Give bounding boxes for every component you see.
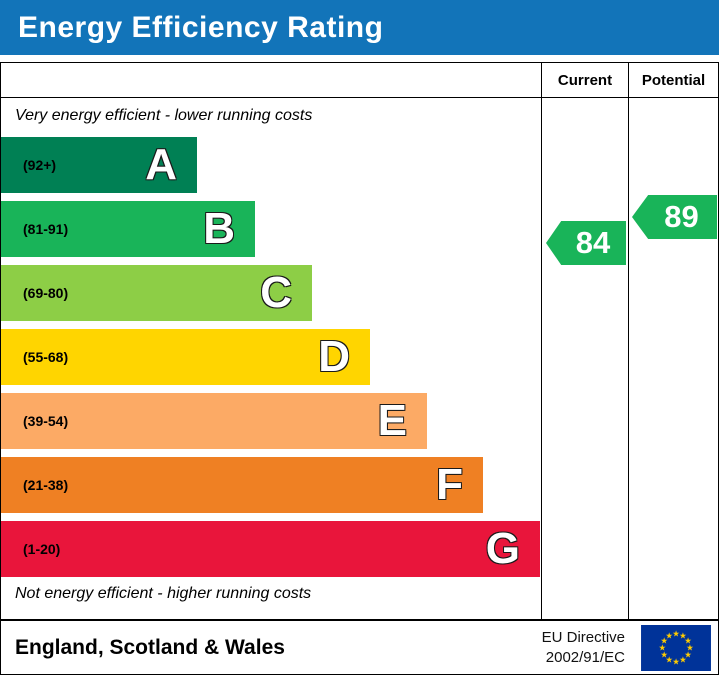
svg-text:★: ★ (658, 643, 665, 652)
eu-directive-label: EU Directive 2002/91/EC (542, 628, 625, 667)
band-letter: D (318, 332, 350, 381)
potential-column-header: Potential (641, 72, 706, 89)
table-header (1, 63, 718, 98)
band-range-label: (39-54) (23, 413, 69, 429)
band-letter: C (260, 268, 292, 317)
rating-bands: (92+) A (81-91) B (69-80) C (55-68) D (3… (1, 137, 540, 585)
band-letter: B (203, 204, 235, 253)
footer-right: EU Directive 2002/91/EC ★ ★ ★ ★ ★ ★ ★ ★ ★ ★ ★ ★ (542, 624, 718, 671)
eu-directive-line2: 2002/91/EC (545, 648, 625, 666)
svg-text:★: ★ (679, 655, 686, 664)
region-label: England, Scotland & Wales (15, 635, 285, 659)
band-range-label: (55-68) (23, 349, 69, 365)
bottom-note: Not energy efficient - higher running co… (15, 585, 312, 602)
band-range-label: (1-20) (23, 541, 61, 557)
svg-text:★: ★ (672, 629, 679, 638)
potential-rating-value: 89 (664, 199, 699, 234)
eu-flag-icon: ★ ★ ★ ★ ★ ★ ★ ★ ★ ★ ★ ★ (639, 624, 713, 671)
current-rating-arrow: 84 (546, 221, 626, 265)
svg-text:★: ★ (672, 657, 679, 666)
svg-text:★: ★ (660, 636, 667, 645)
banner: Energy Efficiency Rating (0, 0, 719, 55)
svg-text:★: ★ (665, 631, 672, 640)
band-bar: (1-20) G (1, 521, 540, 577)
band-bar: (21-38) F (1, 457, 483, 513)
band-letter: G (485, 524, 520, 573)
svg-text:★: ★ (679, 631, 686, 640)
svg-text:★: ★ (686, 643, 693, 652)
page-title: Energy Efficiency Rating (18, 10, 384, 44)
potential-rating-arrow: 89 (632, 195, 717, 239)
svg-text:★: ★ (660, 650, 667, 659)
band-range-label: (92+) (23, 157, 57, 173)
current-rating-value: 84 (575, 225, 611, 260)
current-column-divider (541, 63, 542, 619)
band-bar: (55-68) D (1, 329, 370, 385)
band-bar: (81-91) B (1, 201, 255, 257)
current-column-header: Current (557, 72, 613, 89)
band-letter: E (377, 396, 407, 445)
svg-text:★: ★ (684, 636, 691, 645)
band-bar: (69-80) C (1, 265, 312, 321)
band-bar: (92+) A (1, 137, 197, 193)
svg-text:★: ★ (665, 655, 672, 664)
band-letter: F (436, 460, 463, 509)
band-bar: (39-54) E (1, 393, 427, 449)
rating-chart: Current Potential Very energy efficient … (0, 62, 719, 620)
band-range-label: (69-80) (23, 285, 69, 301)
eu-directive-line1: EU Directive (541, 629, 625, 646)
footer: England, Scotland & Wales EU Directive 2… (0, 620, 719, 675)
band-range-label: (21-38) (23, 477, 69, 493)
svg-text:★: ★ (684, 650, 691, 659)
potential-column-divider (628, 63, 629, 619)
band-letter: A (145, 140, 177, 189)
top-note: Very energy efficient - lower running co… (15, 107, 313, 124)
band-range-label: (81-91) (23, 221, 69, 237)
